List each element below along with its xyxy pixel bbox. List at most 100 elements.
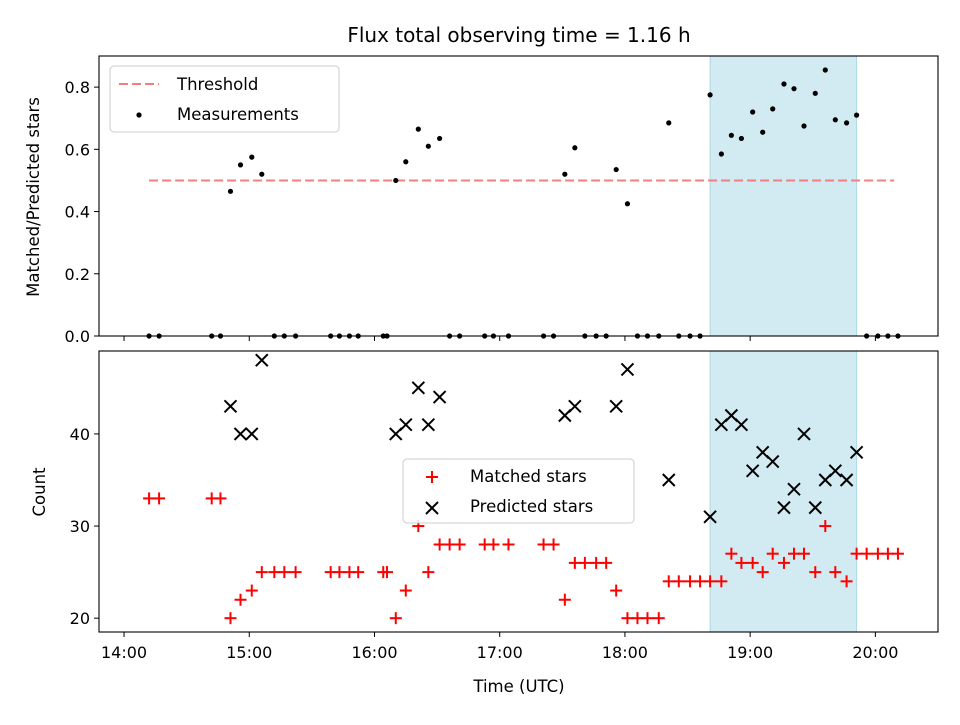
lower-plot-panel: 20 30 40 14:00 15:00 16:00 17:00 18:00 19:00 20:0… [70,350,939,662]
data-point [443,538,456,551]
data-point [245,584,258,597]
data-point [259,171,265,177]
legend-measurements-swatch [136,112,142,118]
data-point [621,612,634,625]
data-point [223,399,238,413]
data-point [255,353,269,367]
xtick-label: 19:00 [727,643,773,662]
data-point [662,575,675,588]
data-point [738,135,744,142]
data-point [433,538,446,551]
data-point [237,162,244,168]
data-point [850,547,863,560]
upper-legend-box [109,65,340,133]
data-point [666,120,672,126]
data-point [393,177,399,184]
data-point [791,86,797,92]
data-point [381,566,394,579]
data-point [568,399,582,413]
data-point [234,593,247,606]
data-point [860,547,873,560]
data-point [613,166,619,173]
data-point [233,427,248,441]
data-point [843,120,850,126]
data-point [798,547,811,560]
xtick-label: 15:00 [226,643,272,662]
data-point [801,123,807,129]
data-point [662,473,676,487]
legend-predicted-label: Predicted stars [470,497,593,516]
data-point [399,584,412,597]
lower-axes-frame [98,350,939,633]
xtick-label: 14:00 [101,643,147,662]
lower-ytick-label: 40 [70,425,90,444]
data-point [672,575,685,588]
data-point [432,390,447,404]
data-point [415,126,421,132]
data-point [268,566,281,579]
legend-predicted-swatch [425,501,439,515]
data-point [718,151,724,157]
data-point [777,500,791,515]
upper-plot-panel: 0.0 0.2 0.4 0.6 0.8 [65,55,939,346]
data-point [819,520,832,533]
upper-y-axis-label: Matched/Predicted stars [24,97,43,297]
data-point [881,547,894,560]
upper-legend: Threshold Measurements [109,65,340,133]
data-point [745,464,760,478]
x-axis-label: Time (UTC) [472,677,564,696]
data-point [227,188,234,194]
data-point [600,556,613,569]
data-point [572,145,578,151]
lower-legend-box [402,458,635,524]
data-point [624,201,631,207]
data-point [808,500,822,515]
data-point [249,154,255,160]
data-point [828,464,843,478]
data-point [787,547,800,560]
upper-ytick-label: 0.8 [65,78,90,97]
data-point [609,399,623,413]
data-point [437,135,443,142]
lower-ytick-label: 20 [70,609,90,628]
data-point [684,575,697,588]
upper-highlight-span [709,55,858,337]
lower-series-1 [143,492,904,625]
data-point [891,547,904,560]
data-point [760,129,766,135]
data-point [547,538,560,551]
data-point [422,566,435,579]
data-point [822,67,828,73]
data-point [809,566,822,579]
data-point [832,117,838,123]
data-point [849,445,864,460]
data-point [502,538,515,551]
data-point [734,417,749,432]
data-point [746,556,759,569]
data-point [715,575,728,588]
data-point [750,109,756,115]
data-point [770,106,776,112]
data-point [403,159,409,165]
xtick-label: 17:00 [477,643,523,662]
data-point [787,482,801,496]
data-point [704,575,717,588]
data-point [214,492,227,505]
data-point [829,566,842,579]
chart-title: Flux total observing time = 1.16 h [347,23,690,47]
data-point [728,132,734,138]
data-point [487,538,500,551]
data-point [590,556,603,569]
legend-threshold-label: Threshold [176,75,258,94]
legend-matched-swatch [426,471,438,483]
legend-measurements-label: Measurements [177,105,299,124]
lower-legend: Matched stars Predicted stars [402,458,635,524]
data-point [839,473,854,487]
data-point [245,427,259,441]
data-point [766,547,779,560]
data-point [781,81,787,87]
data-point [694,575,707,588]
data-point [568,556,581,569]
data-point [289,566,302,579]
upper-axes-frame [98,55,939,337]
